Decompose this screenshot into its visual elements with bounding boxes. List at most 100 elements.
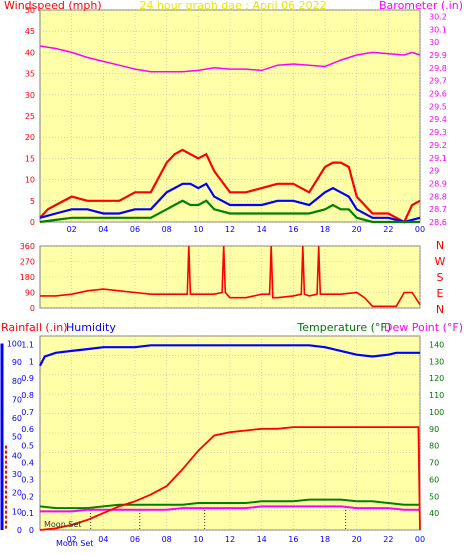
climate-x-tick: 06 <box>130 535 140 544</box>
barometer-tick: 29.8 <box>429 64 447 73</box>
temperature-tick: 120 <box>429 374 444 383</box>
wind-x-tick: 06 <box>130 225 140 234</box>
humidity-tick: 60 <box>12 414 22 423</box>
temperature-tick: 70 <box>429 459 439 468</box>
temperature-tick: 50 <box>429 492 439 501</box>
wind-series-line-2 <box>39 182 421 224</box>
humidity-tick: 30 <box>12 470 22 479</box>
rainfall-tick: 0.9 <box>21 374 34 383</box>
wind-x-tick: 14 <box>257 225 267 234</box>
climate-x-tick: 12 <box>225 535 235 544</box>
direction-tick: 0 <box>30 304 35 313</box>
wind-x-tick: 08 <box>162 225 172 234</box>
climate-x-tick: 10 <box>193 535 203 544</box>
rainfall-tick: 0.2 <box>21 492 34 501</box>
direction-tick: 180 <box>20 273 35 282</box>
humidity-tick: 90 <box>12 358 22 367</box>
humidity-tick: 20 <box>12 489 22 498</box>
rainfall-tick: 1 <box>29 357 34 366</box>
humidity-tick: 70 <box>12 395 22 404</box>
windspeed-tick: 50 <box>25 6 35 15</box>
humidity-tick: 50 <box>12 433 22 442</box>
temperature-tick: 40 <box>429 509 439 518</box>
humidity-tick: 40 <box>12 451 22 460</box>
climate-x-tick: 04 <box>98 535 108 544</box>
moon-set-label-bottom: Moon Set <box>56 539 93 548</box>
temperature-tick: 60 <box>429 475 439 484</box>
wind-x-tick: 04 <box>98 225 108 234</box>
temperature-tick: 90 <box>429 425 439 434</box>
dew-point-axis-label: Dew Point (°F) <box>384 321 463 334</box>
windspeed-tick: 45 <box>25 27 35 36</box>
temperature-axis-label: Temperature (°F) <box>296 321 391 334</box>
barometer-tick: 29.5 <box>429 102 447 111</box>
humidity-axis-label: Humidity <box>66 321 116 334</box>
climate-x-tick: 00 <box>415 535 425 544</box>
windspeed-tick: 40 <box>25 48 35 57</box>
barometer-tick: 29.9 <box>429 51 447 60</box>
rainfall-tick: 0 <box>29 526 34 535</box>
rainfall-axis-label: Rainfall (.in) <box>1 321 68 334</box>
wind-x-tick: 10 <box>193 225 203 234</box>
barometer-tick: 29.7 <box>429 77 447 86</box>
windspeed-axis-label: Windspeed (mph) <box>4 0 102 12</box>
climate-x-tick: 22 <box>383 535 393 544</box>
rainfall-tick: 0.7 <box>21 408 34 417</box>
wind-x-tick: 00 <box>415 225 425 234</box>
barometer-tick: 30.2 <box>429 12 447 21</box>
humidity-tick: 0 <box>17 526 22 535</box>
windspeed-tick: 0 <box>30 218 35 227</box>
windspeed-tick: 25 <box>25 112 35 121</box>
barometer-tick: 28.9 <box>429 179 447 188</box>
barometer-tick: 29.6 <box>429 90 447 99</box>
direction-compass-letter: S <box>437 271 444 284</box>
rainfall-tick: 0.4 <box>21 459 34 468</box>
climate-x-tick: 18 <box>320 535 330 544</box>
humidity-line <box>39 344 420 367</box>
temperature-tick: 140 <box>429 340 444 349</box>
climate-x-tick: 20 <box>352 535 362 544</box>
moon-set-label: Moon Set <box>44 520 81 529</box>
windspeed-tick: 30 <box>25 91 35 100</box>
direction-tick: 270 <box>20 258 35 267</box>
chart-title: 24 hour graph dae : April 06 2022 <box>139 0 326 12</box>
rainfall-tick: 0.5 <box>21 442 34 451</box>
temperature-tick: 130 <box>429 357 444 366</box>
windspeed-tick: 35 <box>25 70 35 79</box>
direction-compass-letter: E <box>437 287 444 300</box>
barometer-tick: 30 <box>429 38 439 47</box>
windspeed-tick: 15 <box>25 154 35 163</box>
barometer-tick: 29.2 <box>429 141 447 150</box>
dew-point-line <box>40 505 420 513</box>
direction-compass-letter: N <box>436 303 444 316</box>
humidity-tick: 80 <box>12 377 22 386</box>
humidity-tick: 100 <box>7 339 22 348</box>
barometer-line <box>39 45 421 73</box>
direction-compass-letter: W <box>435 255 446 268</box>
humidity-tick: 10 <box>12 507 22 516</box>
wind-x-tick: 20 <box>352 225 362 234</box>
barometer-tick: 29.4 <box>429 115 447 124</box>
barometer-tick: 29.3 <box>429 128 447 137</box>
wind-x-tick: 02 <box>67 225 77 234</box>
wind-x-tick: 18 <box>320 225 330 234</box>
barometer-tick: 30.1 <box>429 25 447 34</box>
wind-x-tick: 12 <box>225 225 235 234</box>
wind-series-line-3 <box>39 199 420 224</box>
rainfall-tick: 0.3 <box>21 475 34 484</box>
climate-x-tick: 14 <box>257 535 267 544</box>
wind-x-tick: 16 <box>288 225 298 234</box>
rainfall-line <box>39 426 421 531</box>
barometer-tick: 28.8 <box>429 192 447 201</box>
barometer-tick: 28.6 <box>429 218 447 227</box>
rainfall-tick: 0.1 <box>21 509 34 518</box>
rainfall-tick: 0.8 <box>21 391 34 400</box>
wind-x-tick: 22 <box>383 225 393 234</box>
windspeed-tick: 5 <box>30 197 35 206</box>
climate-x-tick: 02 <box>67 535 77 544</box>
direction-tick: 360 <box>20 242 35 251</box>
rainfall-tick: 0.6 <box>21 425 34 434</box>
climate-x-tick: 08 <box>162 535 172 544</box>
rainfall-tick: 1.1 <box>21 340 34 349</box>
